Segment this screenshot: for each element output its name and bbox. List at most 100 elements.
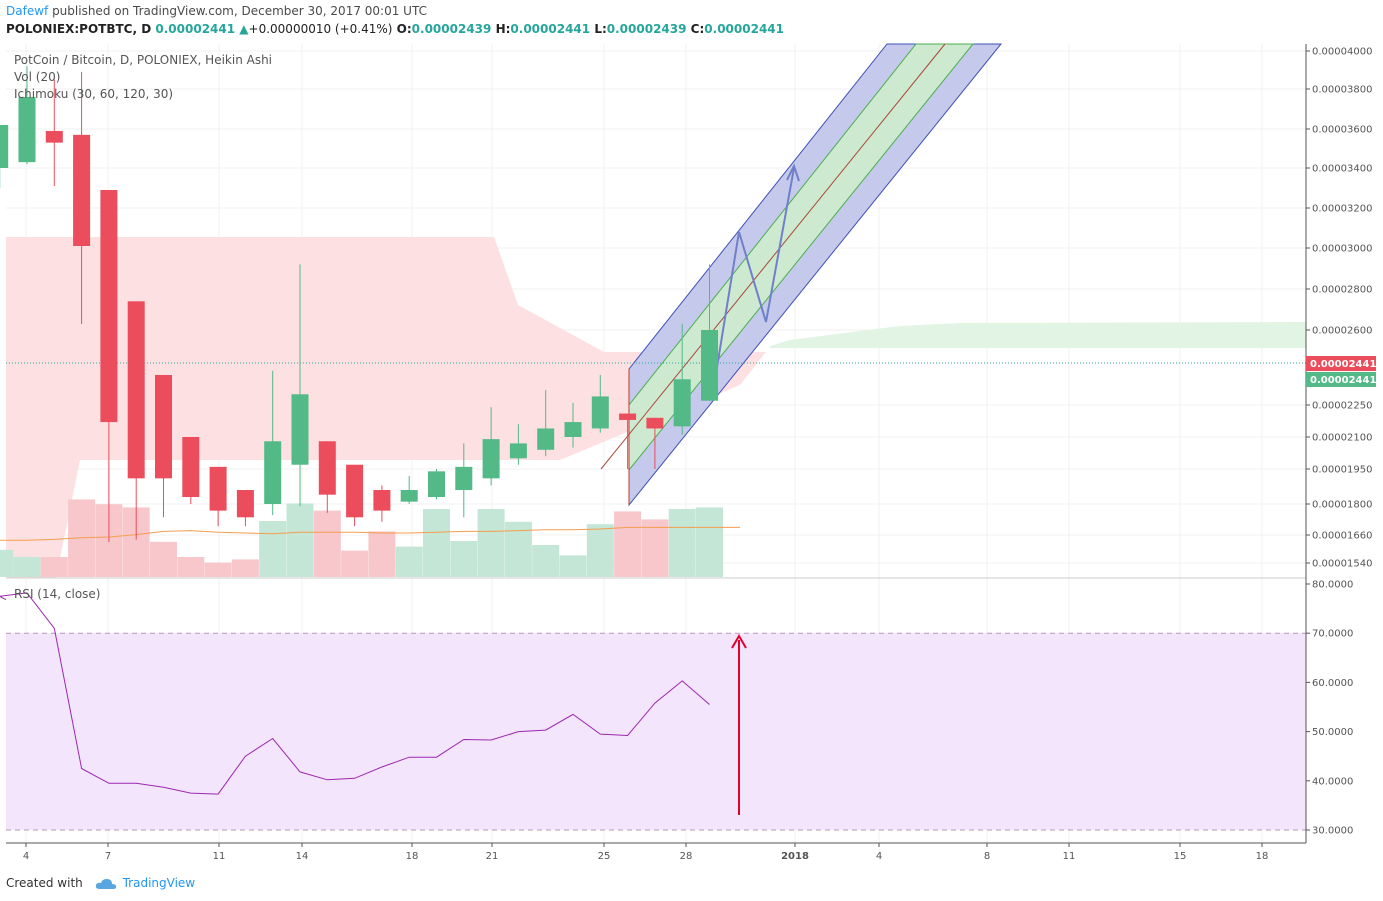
volume-bar: [0, 549, 14, 577]
tradingview-cloud-icon: [95, 878, 116, 889]
y-tick-label: 0.00001540: [1312, 559, 1372, 570]
change: +0.00000010 (+0.41%): [248, 22, 393, 36]
candle-body: [182, 437, 200, 497]
legend-volume: Vol (20): [14, 70, 61, 84]
candle-body: [236, 490, 254, 518]
volume-bar: [150, 541, 177, 577]
x-tick-label: 7: [105, 851, 111, 862]
created-with: Created with: [6, 876, 83, 890]
legend-title: PotCoin / Bitcoin, D, POLONIEX, Heikin A…: [14, 53, 273, 67]
volume-bar: [259, 521, 287, 577]
cloud-red: [6, 237, 766, 578]
volume-bar: [450, 541, 478, 577]
volume-bar: [313, 510, 341, 577]
rsi-pane: [0, 577, 1306, 831]
candle-body: [646, 417, 664, 429]
volume-bar: [231, 559, 259, 577]
volume-bar: [204, 562, 232, 577]
h-label: H:: [495, 22, 511, 36]
y-tick-label: 0.00002600: [1312, 326, 1372, 337]
publish-line: Dafewf published on TradingView.com, Dec…: [6, 4, 427, 18]
candle-body: [0, 125, 9, 168]
x-tick-label: 21: [486, 851, 499, 862]
volume-bars: [0, 499, 740, 577]
rsi-band: [6, 633, 1306, 830]
high-value: 0.00002441: [510, 22, 591, 36]
volume-bar: [286, 503, 314, 577]
symbol: POLONIEX:POTBTC, D: [6, 22, 152, 36]
axes: 0.00004000 0.00003800 0.00003600 0.00003400…: [6, 44, 1376, 862]
symbol-line: POLONIEX:POTBTC, D 0.00002441 ▲+0.000000…: [6, 22, 784, 36]
rsi-line: [0, 592, 710, 795]
last-price: 0.00002441: [155, 22, 236, 36]
candle-body: [701, 330, 718, 401]
candle-body: [373, 490, 391, 511]
x-tick-label: 25: [598, 851, 611, 862]
y-tick-label: 0.00002800: [1312, 285, 1372, 296]
up-triangle-icon: ▲: [239, 22, 249, 36]
o-label: O:: [396, 22, 412, 36]
volume-bar: [614, 511, 642, 577]
ichimoku-cloud: [6, 237, 1306, 578]
volume-bar: [423, 509, 450, 577]
legend-rsi: RSI (14, close): [14, 587, 101, 601]
volume-bar: [13, 557, 41, 577]
volume-bar: [341, 550, 369, 577]
price-tag: [1306, 372, 1376, 387]
y-tick-label: 0.00001660: [1312, 531, 1372, 542]
y-tick-label: 0.00003600: [1312, 125, 1372, 136]
candle-body: [564, 422, 582, 437]
projection-arrowhead: [786, 163, 800, 182]
volume-bar: [532, 545, 560, 577]
candle-body: [537, 428, 555, 450]
candle-body: [291, 394, 309, 465]
rsi-tick-label: 30.0000: [1312, 826, 1353, 837]
price-tag: [1306, 356, 1376, 371]
author-link[interactable]: Dafewf: [6, 4, 49, 18]
x-tick-label: 8: [984, 851, 990, 862]
close-value: 0.00002441: [704, 22, 784, 36]
channel-outer: [628, 43, 1003, 507]
rsi-tick-label: 40.0000: [1312, 776, 1353, 787]
candle-body: [591, 396, 609, 429]
y-tick-label: 0.00003800: [1312, 85, 1372, 96]
y-tick-label: 0.00003400: [1312, 164, 1372, 175]
l-label: L:: [594, 22, 607, 36]
candle-body: [209, 466, 227, 511]
candle-body: [509, 443, 527, 459]
x-tick-label: 11: [213, 851, 226, 862]
candle-body: [155, 375, 172, 479]
x-tick-label: 4: [876, 851, 882, 862]
candle-body: [673, 379, 691, 427]
published-text: published on TradingView.com, December 3…: [48, 4, 427, 18]
y-tick-label: 0.00002250: [1312, 401, 1372, 412]
candle-body: [18, 97, 36, 163]
volume-bar: [368, 531, 396, 577]
price-tag-label: 0.00002441: [1310, 359, 1376, 370]
candle-body: [264, 441, 282, 504]
volume-bar: [395, 546, 423, 577]
low-value: 0.00002439: [606, 22, 687, 36]
x-tick-label: 11: [1063, 851, 1076, 862]
y-tick-label: 0.00001800: [1312, 500, 1372, 511]
x-tick-label: 28: [680, 851, 693, 862]
volume-ma-line: [0, 526, 740, 541]
volume-bar: [586, 524, 614, 577]
legend-ichimoku: Ichimoku (30, 60, 120, 30): [14, 87, 174, 101]
candle-body: [100, 190, 118, 423]
brand-link[interactable]: TradingView: [122, 876, 196, 890]
x-tick-label: 18: [1256, 851, 1269, 862]
volume-bar: [668, 509, 696, 577]
candles: [0, 66, 718, 542]
footer: Created with TradingView: [6, 876, 195, 890]
rsi-tick-label: 50.0000: [1312, 727, 1353, 738]
candle-body: [346, 464, 364, 518]
rsi-tick-label: 70.0000: [1312, 629, 1353, 640]
candle-body: [482, 439, 500, 479]
x-tick-label: 15: [1174, 851, 1187, 862]
x-tick-label: 14: [296, 851, 309, 862]
volume-bar: [177, 557, 205, 577]
candle-body: [127, 301, 145, 479]
candle-body: [73, 134, 91, 246]
